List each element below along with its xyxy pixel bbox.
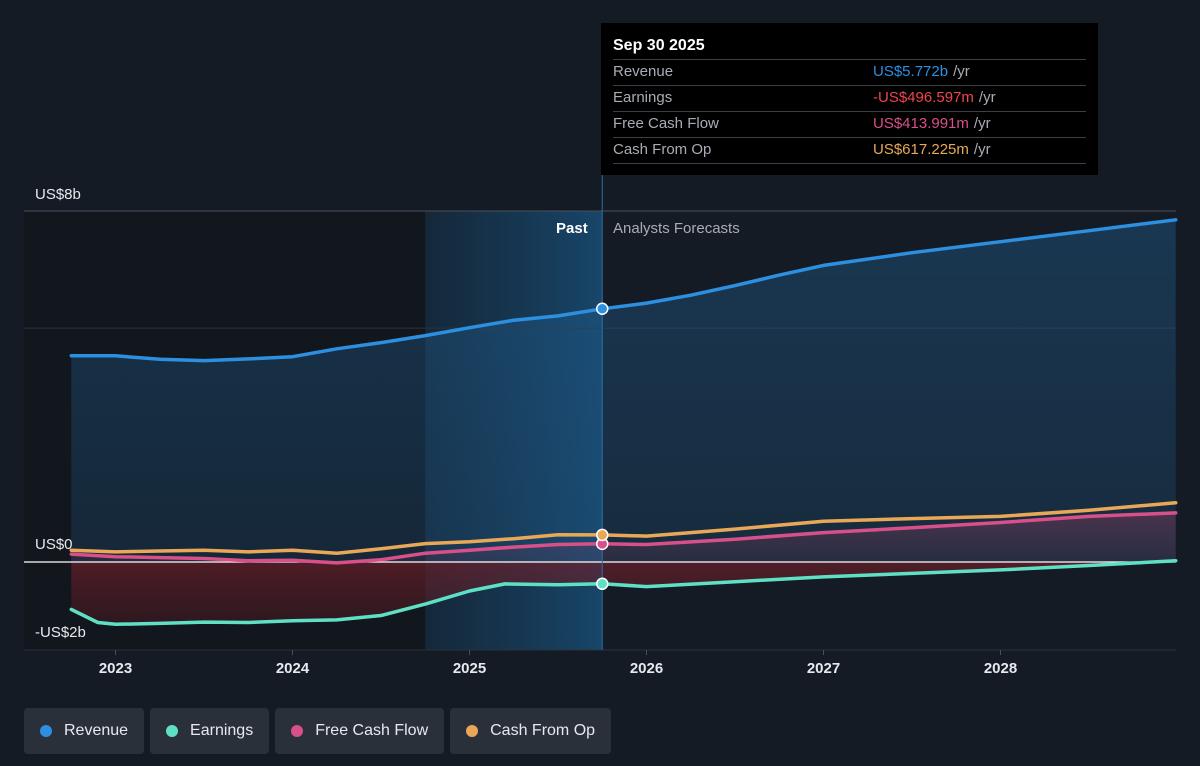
- tooltip-label: Free Cash Flow: [613, 115, 719, 132]
- tooltip-value: US$413.991m: [873, 115, 969, 132]
- tooltip-row-earnings: Earnings -US$496.597m /yr: [613, 85, 1086, 111]
- tooltip-row-cash-from-op: Cash From Op US$617.225m /yr: [613, 137, 1086, 164]
- legend-item-revenue[interactable]: Revenue: [24, 708, 145, 754]
- legend-dot-icon: [166, 725, 179, 737]
- revenue-area: [71, 219, 1176, 563]
- legend-dot-icon: [291, 725, 304, 737]
- marker-revenue: [596, 302, 609, 316]
- earnings-area: [71, 560, 1176, 625]
- fcf-area: [71, 512, 1176, 563]
- tooltip-unit: /yr: [978, 89, 996, 106]
- marker-cash-from-op: [596, 528, 609, 542]
- tooltip-row-revenue: Revenue US$5.772b /yr: [613, 59, 1086, 85]
- past-label: Past: [556, 220, 588, 237]
- tooltip-row-free-cash-flow: Free Cash Flow US$413.991m /yr: [613, 111, 1086, 137]
- tooltip-label: Cash From Op: [613, 141, 712, 158]
- legend-label: Cash From Op: [490, 722, 596, 739]
- legend-dot-icon: [40, 725, 52, 737]
- series-line-earnings: [69, 558, 1178, 627]
- x-tick-label-2025: 2025: [453, 660, 486, 677]
- x-tick-label-2026: 2026: [630, 660, 663, 677]
- tooltip-label: Earnings: [613, 89, 673, 106]
- tooltip-value: -US$496.597m: [873, 89, 974, 106]
- x-tick-label-2024: 2024: [276, 660, 310, 677]
- series-line-revenue: [69, 218, 1178, 363]
- chart-legend: Revenue Earnings Free Cash Flow Cash Fro…: [24, 708, 612, 754]
- x-tick-label-2027: 2027: [807, 660, 840, 677]
- data-tooltip: Sep 30 2025 Revenue US$5.772b /yr Earnin…: [601, 23, 1098, 175]
- x-tick-label-2028: 2028: [984, 660, 1017, 677]
- y-tick-label-0: US$0: [35, 536, 73, 553]
- legend-item-earnings[interactable]: Earnings: [150, 708, 270, 754]
- forecast-label: Analysts Forecasts: [613, 220, 740, 237]
- tooltip-date: Sep 30 2025: [613, 37, 705, 54]
- y-tick-label-8b: US$8b: [35, 186, 81, 203]
- x-tick-label-2023: 2023: [99, 660, 132, 677]
- tooltip-unit: /yr: [973, 115, 991, 132]
- legend-label: Revenue: [64, 722, 129, 739]
- tooltip-value: US$5.772b: [873, 63, 949, 80]
- y-tick-label-neg2b: -US$2b: [35, 624, 86, 641]
- legend-label: Earnings: [190, 722, 254, 739]
- tooltip-label: Revenue: [613, 63, 674, 80]
- series-line-cash-from-op: [69, 501, 1178, 555]
- legend-dot-icon: [466, 725, 479, 737]
- tooltip-unit: /yr: [973, 141, 991, 158]
- legend-item-cash-from-op[interactable]: Cash From Op: [450, 708, 612, 754]
- marker-earnings: [596, 577, 609, 591]
- tooltip-value: US$617.225m: [873, 141, 969, 158]
- series-line-free-cash-flow: [69, 511, 1178, 565]
- legend-item-free-cash-flow[interactable]: Free Cash Flow: [275, 708, 445, 754]
- legend-label: Free Cash Flow: [315, 722, 429, 739]
- tooltip-unit: /yr: [953, 63, 970, 80]
